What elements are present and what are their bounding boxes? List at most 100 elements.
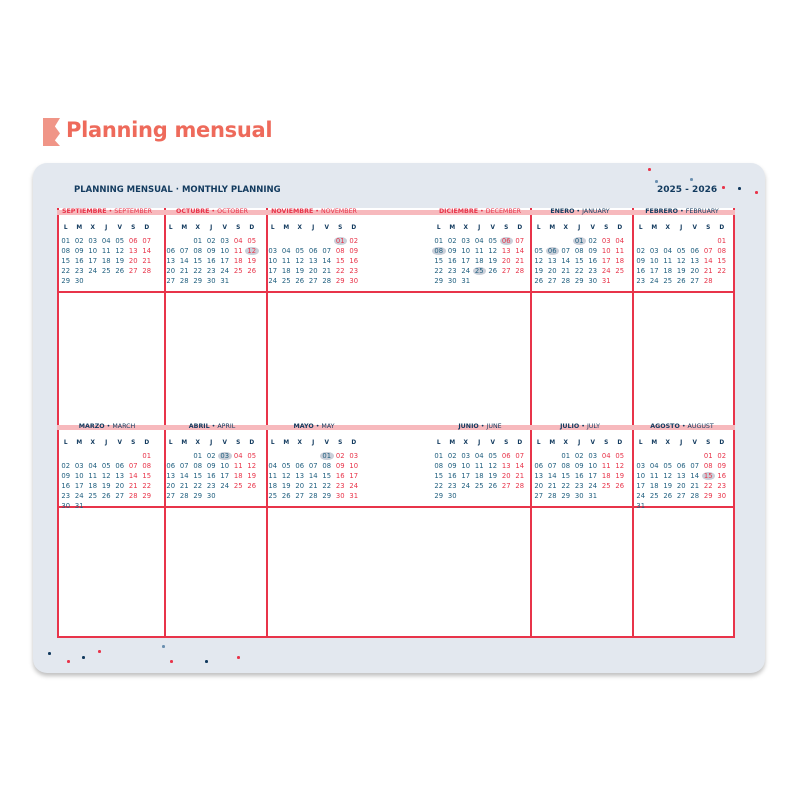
- day: 16: [61, 481, 71, 490]
- confetti-dot: [98, 650, 101, 653]
- weekday-label: X: [195, 225, 200, 231]
- holiday-day: 15: [701, 471, 715, 481]
- day: 25: [101, 266, 111, 275]
- empty-cell: [178, 452, 192, 460]
- day: 25: [233, 266, 243, 275]
- day: 08: [322, 461, 332, 470]
- day: 26: [663, 491, 673, 500]
- day: 19: [281, 481, 291, 490]
- day: 26: [115, 266, 125, 275]
- row-divider: [57, 506, 735, 508]
- day: 27: [115, 491, 125, 500]
- empty-cell: [280, 237, 294, 245]
- weekday-label: X: [90, 440, 95, 446]
- confetti-dot: [690, 178, 693, 181]
- day: 01: [717, 236, 727, 245]
- day: 08: [434, 461, 444, 470]
- weekday-label: X: [563, 440, 568, 446]
- day: 04: [474, 451, 484, 460]
- month-september: SEPTIEMBRE • SEPTEMBER L M X J V S D 01 02 03 04 05 0…: [59, 208, 155, 285]
- empty-cell: [280, 452, 294, 460]
- month-name-en: MAY: [321, 423, 335, 430]
- day: 03: [649, 246, 659, 255]
- day-grid: L M X J V S D 01 02 03 04 05 06 07 08 09 10 11 12 13 14 15 16 1…: [532, 224, 628, 285]
- month-april: ABRIL • APRIL L M X J V S D 01 02 03 04 05 06 07 08 09 10…: [164, 423, 260, 500]
- day: 08: [193, 246, 203, 255]
- weekday-label: M: [651, 440, 658, 446]
- day: 03: [461, 451, 471, 460]
- day: 09: [206, 246, 216, 255]
- month-name-es: OCTUBRE: [176, 208, 210, 215]
- day: 07: [179, 461, 189, 470]
- empty-cell: [320, 237, 334, 245]
- month-name-en: APRIL: [217, 423, 236, 430]
- day: 14: [515, 246, 525, 255]
- column-divider: [266, 208, 268, 637]
- weekday-label: S: [604, 440, 609, 446]
- day: 21: [128, 481, 138, 490]
- weekday-label: M: [76, 225, 83, 231]
- day: 30: [74, 276, 84, 285]
- day: 21: [515, 256, 525, 265]
- day: 08: [193, 461, 203, 470]
- day: 02: [574, 451, 584, 460]
- day: 13: [308, 256, 318, 265]
- day: 02: [447, 451, 457, 460]
- day: 05: [534, 246, 544, 255]
- weekday-label: J: [578, 225, 581, 231]
- month-january: ENERO • JANUARY L M X J V S D 01 02 03 04 05 06 07 08 09…: [532, 208, 628, 285]
- weekday-label: D: [144, 225, 150, 231]
- weekday-label: M: [549, 225, 556, 231]
- day: 12: [488, 461, 498, 470]
- holiday-day: 03: [218, 451, 232, 461]
- weekday-label: X: [297, 440, 302, 446]
- day: 26: [295, 276, 305, 285]
- day: 08: [561, 461, 571, 470]
- day: 13: [690, 256, 700, 265]
- page-title: Planning mensual: [66, 118, 273, 142]
- day-grid: L M X J V S D 01 02 03 04 05 06 07 08 09 10 11 12 13 14 15 16 1…: [634, 439, 730, 510]
- day: 07: [703, 246, 713, 255]
- day: 19: [663, 481, 673, 490]
- weekday-label: V: [222, 440, 228, 446]
- weekday-label: V: [490, 225, 496, 231]
- day: 21: [308, 481, 318, 490]
- empty-cell: [59, 452, 73, 460]
- day: 12: [534, 256, 544, 265]
- day: 09: [349, 246, 359, 255]
- weekday-label: L: [270, 440, 275, 446]
- confetti-dot: [170, 660, 173, 663]
- day: 09: [447, 246, 457, 255]
- day: 17: [220, 471, 230, 480]
- day: 31: [601, 276, 611, 285]
- day: 29: [574, 276, 584, 285]
- empty-cell: [73, 452, 87, 460]
- month-december: DICIEMBRE • DECEMBER L M X J V S D 01 02 03 04 05 06 0…: [432, 208, 528, 285]
- day: 26: [281, 491, 291, 500]
- day: 19: [488, 256, 498, 265]
- holiday-day: 01: [572, 236, 586, 246]
- day: 11: [601, 461, 611, 470]
- day-grid: L M X J V S D 01 02 03 04 05 06 07 08 09 10 11 12 13 14 15 16 1…: [59, 224, 155, 285]
- day: 11: [474, 461, 484, 470]
- day: 27: [128, 266, 138, 275]
- day: 29: [193, 276, 203, 285]
- day: 02: [349, 236, 359, 245]
- weekday-label: X: [463, 440, 468, 446]
- day: 26: [488, 266, 498, 275]
- day: 16: [717, 471, 727, 480]
- month-name-en: OCTOBER: [217, 208, 248, 215]
- day: 28: [703, 276, 713, 285]
- day: 09: [574, 461, 584, 470]
- day: 08: [703, 461, 713, 470]
- day: 24: [220, 481, 230, 490]
- day: 28: [322, 276, 332, 285]
- day: 05: [663, 461, 673, 470]
- day: 10: [220, 461, 230, 470]
- day: 28: [128, 491, 138, 500]
- weekday-label: D: [517, 440, 523, 446]
- day: 20: [690, 266, 700, 275]
- weekday-label: J: [478, 225, 481, 231]
- day: 17: [461, 256, 471, 265]
- empty-cell: [648, 237, 662, 245]
